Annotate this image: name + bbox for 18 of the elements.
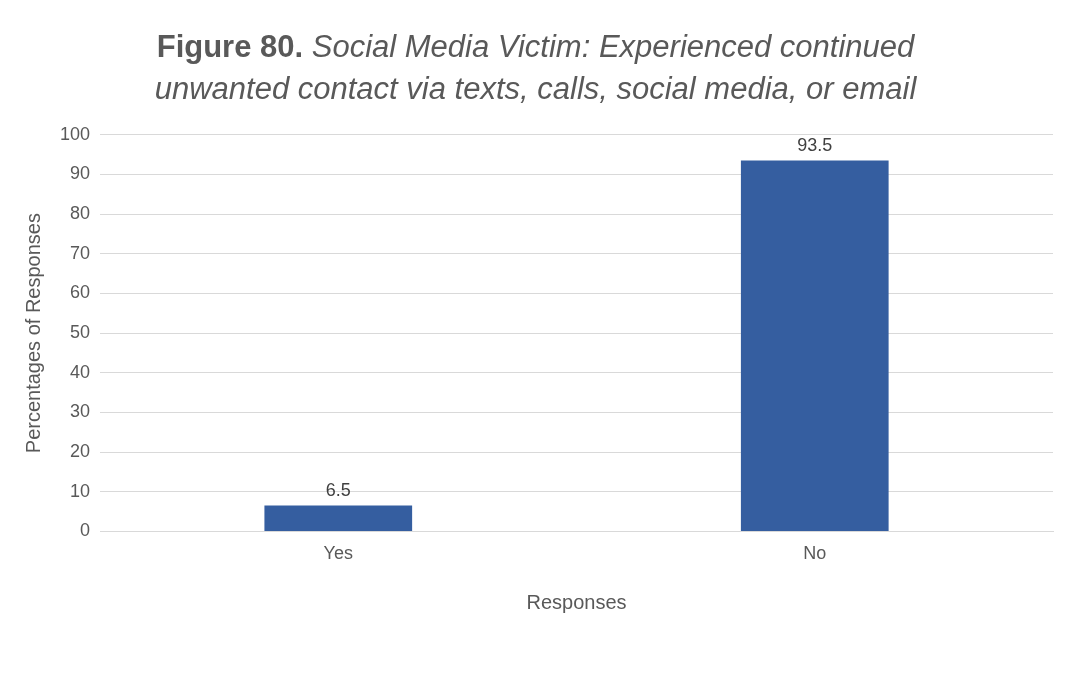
y-tick-label: 70	[70, 242, 91, 263]
data-label: 93.5	[797, 134, 833, 155]
y-tick-label: 100	[59, 123, 91, 144]
y-tick-label: 10	[70, 480, 91, 501]
y-tick-label: 40	[70, 361, 91, 382]
y-tick-label: 80	[70, 203, 91, 224]
x-tick-label: Yes	[323, 543, 353, 564]
y-axis-title: Percentages of Responses	[21, 213, 44, 454]
y-tick-label: 0	[80, 520, 91, 541]
x-axis-title: Responses	[526, 590, 627, 613]
x-tick-label: No	[803, 543, 827, 564]
data-label: 6.5	[325, 479, 351, 500]
y-tick-label: 20	[70, 441, 91, 462]
y-tick-label: 90	[70, 163, 91, 184]
y-tick-label: 30	[70, 401, 91, 422]
y-tick-label: 60	[70, 282, 91, 303]
y-tick-label: 50	[70, 322, 91, 343]
chart-title: Figure 80. Social Media Victim: Experienced continued unwanted contact via texts, calls, social media, or email	[154, 29, 917, 106]
